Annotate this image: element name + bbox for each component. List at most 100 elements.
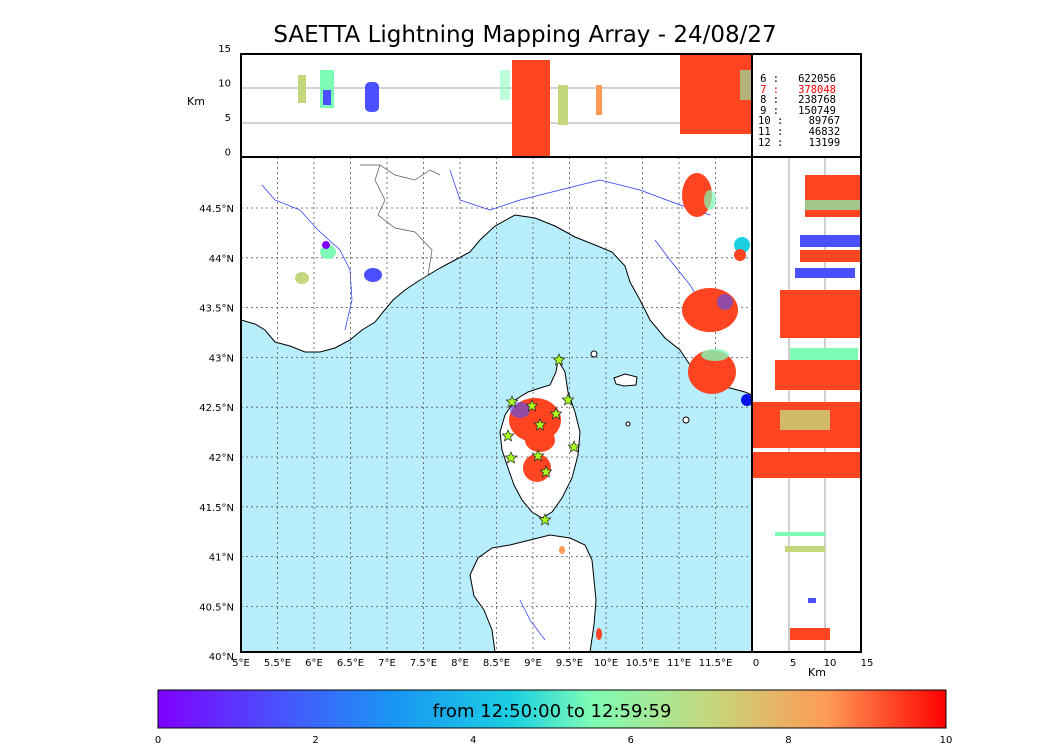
- source-count-row: 10 : 89767: [758, 115, 841, 128]
- source-cluster: [682, 288, 738, 332]
- side-sources: [808, 598, 816, 603]
- source-cluster: [734, 237, 750, 253]
- side-sources: [752, 452, 860, 478]
- longitude-axis-ticks: 5°E 5.5°E 6°E 6.5°E 7°E 7.5°E 8°E 8.5°E 9°E 9.5°E…: [232, 658, 732, 669]
- colorbar-tick-label: 10: [940, 735, 953, 746]
- side-sources: [800, 235, 860, 247]
- altitude-panel: [241, 54, 752, 157]
- star-icon: [549, 407, 563, 420]
- country-border: [374, 164, 433, 281]
- source-cluster: [320, 245, 336, 259]
- source-cluster: [717, 294, 733, 310]
- source-count-legend: 6 : 622056 7 : 378048 8 : 238768 9 : 150749…: [758, 74, 858, 148]
- source-count-row: 8 : 238768: [760, 94, 836, 107]
- side-sources: [805, 200, 860, 210]
- side-tick-label: 10: [824, 658, 837, 669]
- star-icon: [539, 465, 553, 478]
- colorbar: [157, 689, 947, 729]
- star-icon: [504, 451, 518, 464]
- river: [449, 169, 711, 216]
- source-cluster: [364, 268, 382, 282]
- small-island: [590, 350, 598, 358]
- altitude-sources: [512, 60, 550, 157]
- longitude-tick-label: 10.5°E: [626, 658, 660, 669]
- lma-stations: [501, 353, 581, 526]
- altitude-tick-label: 0: [225, 148, 231, 159]
- latitude-tick-label: 41.5°N: [199, 503, 234, 514]
- country-border: [360, 164, 441, 181]
- small-island: [682, 416, 690, 424]
- side-sources: [775, 360, 860, 390]
- longitude-tick-label: 8.5°E: [483, 658, 510, 669]
- altitude-sources: [298, 75, 306, 103]
- altitude-tick-label: 10: [218, 79, 231, 90]
- longitude-tick-label: 10°E: [594, 658, 618, 669]
- map-panel: [241, 157, 752, 652]
- altitude-tick-label: 15: [218, 44, 231, 55]
- source-count-row: 12 : 13199: [758, 136, 841, 149]
- side-sources: [795, 268, 855, 278]
- latitude-tick-label: 43.5°N: [199, 304, 234, 315]
- side-sources: [780, 410, 830, 430]
- side-sources: [790, 348, 858, 360]
- side-sources: [805, 175, 860, 217]
- colorbar-ticks: 0 2 4 6 8 10: [155, 735, 953, 746]
- small-island: [625, 421, 631, 427]
- altitude-axis-label: Km: [187, 95, 205, 108]
- longitude-tick-label: 6.5°E: [337, 658, 364, 669]
- colorbar-tick-label: 2: [312, 735, 318, 746]
- altitude-sources: [365, 82, 379, 112]
- longitude-tick-label: 7.5°E: [410, 658, 437, 669]
- altitude-sources: [323, 90, 331, 105]
- altitude-sources: [500, 70, 510, 100]
- longitude-tick-label: 9.5°E: [556, 658, 583, 669]
- source-cluster: [701, 349, 729, 361]
- latitude-tick-label: 41°N: [209, 553, 234, 564]
- source-count-row: 6 : 622056: [760, 73, 836, 85]
- latitude-altitude-panel: [752, 157, 861, 652]
- source-cluster: [688, 350, 736, 394]
- side-sources: [790, 628, 830, 640]
- lightning-sources: [295, 173, 752, 640]
- longitude-tick-label: 9°E: [524, 658, 542, 669]
- source-cluster: [704, 190, 716, 210]
- map-grid: [241, 157, 752, 652]
- latitude-axis-ticks: 44.5°N 44°N 43.5°N 43°N 42.5°N 42°N 41.5°N 41°N…: [199, 204, 234, 663]
- star-icon: [538, 513, 552, 526]
- source-cluster: [525, 428, 555, 452]
- longitude-tick-label: 8°E: [451, 658, 469, 669]
- star-icon: [501, 429, 515, 442]
- river: [519, 599, 546, 641]
- side-sources: [785, 546, 825, 552]
- latitude-tick-label: 43°N: [209, 353, 234, 364]
- colorbar-label: from 12:50:00 to 12:59:59: [432, 701, 672, 722]
- star-icon: [561, 393, 575, 406]
- colorbar-tick-label: 0: [155, 735, 161, 746]
- source-cluster: [741, 394, 752, 406]
- page-title: SAETTA Lightning Mapping Array - 24/08/2…: [273, 22, 777, 48]
- latitude-tick-label: 44.5°N: [199, 204, 234, 215]
- longitude-tick-label: 11°E: [667, 658, 691, 669]
- latitude-tick-label: 40.5°N: [199, 602, 234, 613]
- side-axis-ticks: 0 5 10 15: [753, 658, 874, 669]
- colorbar-tick-label: 4: [470, 735, 476, 746]
- altitude-sources: [740, 70, 752, 100]
- side-sources: [800, 250, 860, 262]
- side-panel-frame: [751, 156, 862, 653]
- star-icon: [552, 353, 566, 366]
- side-sources: [780, 290, 860, 338]
- side-tick-label: 5: [790, 658, 796, 669]
- source-cluster: [559, 546, 565, 554]
- altitude-axis-ticks: 15 10 5 0: [218, 44, 231, 159]
- source-cluster: [295, 272, 309, 284]
- river: [261, 184, 353, 331]
- star-icon: [567, 440, 581, 453]
- longitude-tick-label: 11.5°E: [699, 658, 733, 669]
- longitude-tick-label: 5.5°E: [264, 658, 291, 669]
- altitude-sources: [558, 85, 568, 125]
- latitude-tick-label: 42.5°N: [199, 403, 234, 414]
- source-count-row: 9 : 150749: [760, 104, 836, 117]
- elba-island: [613, 373, 638, 387]
- longitude-tick-label: 5°E: [232, 658, 250, 669]
